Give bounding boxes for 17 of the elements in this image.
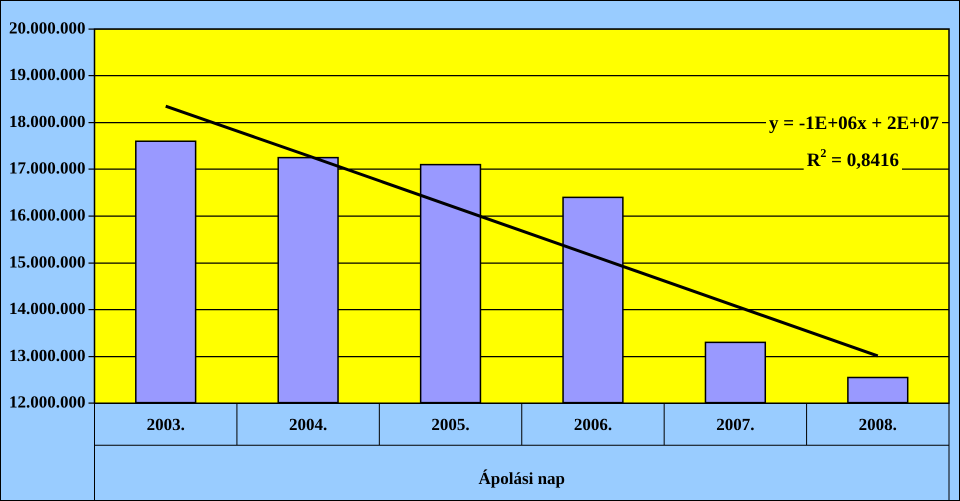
x-tick-label: 2008. <box>858 414 897 434</box>
y-tick-label: 13.000.000 <box>9 346 86 365</box>
y-tick-label: 12.000.000 <box>9 392 86 412</box>
annotation: y = -1E+06x + 2E+07 <box>769 113 940 134</box>
x-tick-label: 2005. <box>431 414 470 434</box>
x-axis-title: Ápolási nap <box>478 469 565 488</box>
x-tick-label: 2007. <box>716 414 754 434</box>
y-tick-label: 17.000.000 <box>9 158 86 178</box>
x-tick-label: 2003. <box>146 414 185 434</box>
y-tick-label: 18.000.000 <box>9 112 86 131</box>
x-tick-label: 2004. <box>289 414 328 434</box>
y-tick-label: 15.000.000 <box>9 252 86 272</box>
y-tick-label: 16.000.000 <box>9 205 86 224</box>
x-tick-label: 2006. <box>574 414 612 434</box>
y-tick-label: 19.000.000 <box>9 65 86 84</box>
y-tick-label: 14.000.000 <box>9 299 86 318</box>
y-tick-label: 20.000.000 <box>9 18 86 38</box>
